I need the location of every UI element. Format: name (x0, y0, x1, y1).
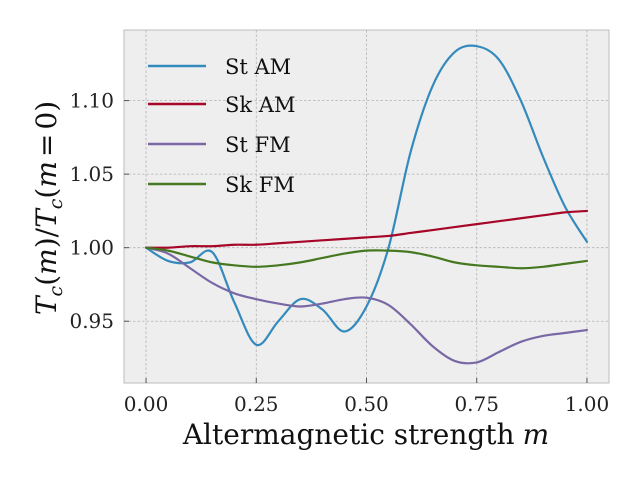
y-tick-label: 0.95 (69, 309, 114, 333)
legend-label-sk-am: Sk AM (225, 93, 295, 117)
legend: St AM Sk AM St FM Sk FM (148, 55, 295, 197)
legend-label-st-fm: St FM (225, 133, 291, 157)
x-axis-ticks: 0.00 0.25 0.50 0.75 1.00 (124, 378, 609, 416)
y-axis-ticks: 0.95 1.00 1.05 1.10 (69, 89, 129, 333)
x-axis-label: Altermagnetic strength m (182, 418, 549, 451)
grid-lines (124, 30, 609, 383)
series-line-st-am (144, 44, 589, 347)
legend-label-st-am: St AM (225, 55, 291, 79)
x-tick-label: 0.75 (454, 392, 499, 416)
x-axis-label-var: m (523, 418, 550, 451)
legend-label-sk-fm: Sk FM (225, 173, 295, 197)
y-axis-label: Tc(m)/Tc(m=0) (30, 101, 67, 315)
series-lines (144, 44, 589, 365)
series-line-sk-am (144, 209, 589, 249)
series-line-st-fm (144, 246, 589, 365)
x-tick-label: 1.00 (565, 392, 610, 416)
x-tick-label: 0.00 (124, 392, 169, 416)
series-line-sk-fm (144, 246, 589, 270)
x-axis-label-text: Altermagnetic strength (182, 418, 515, 451)
x-tick-label: 0.50 (344, 392, 389, 416)
y-tick-label: 1.10 (69, 89, 114, 113)
y-tick-label: 1.05 (69, 162, 114, 186)
y-tick-label: 1.00 (69, 236, 114, 260)
x-tick-label: 0.25 (234, 392, 279, 416)
